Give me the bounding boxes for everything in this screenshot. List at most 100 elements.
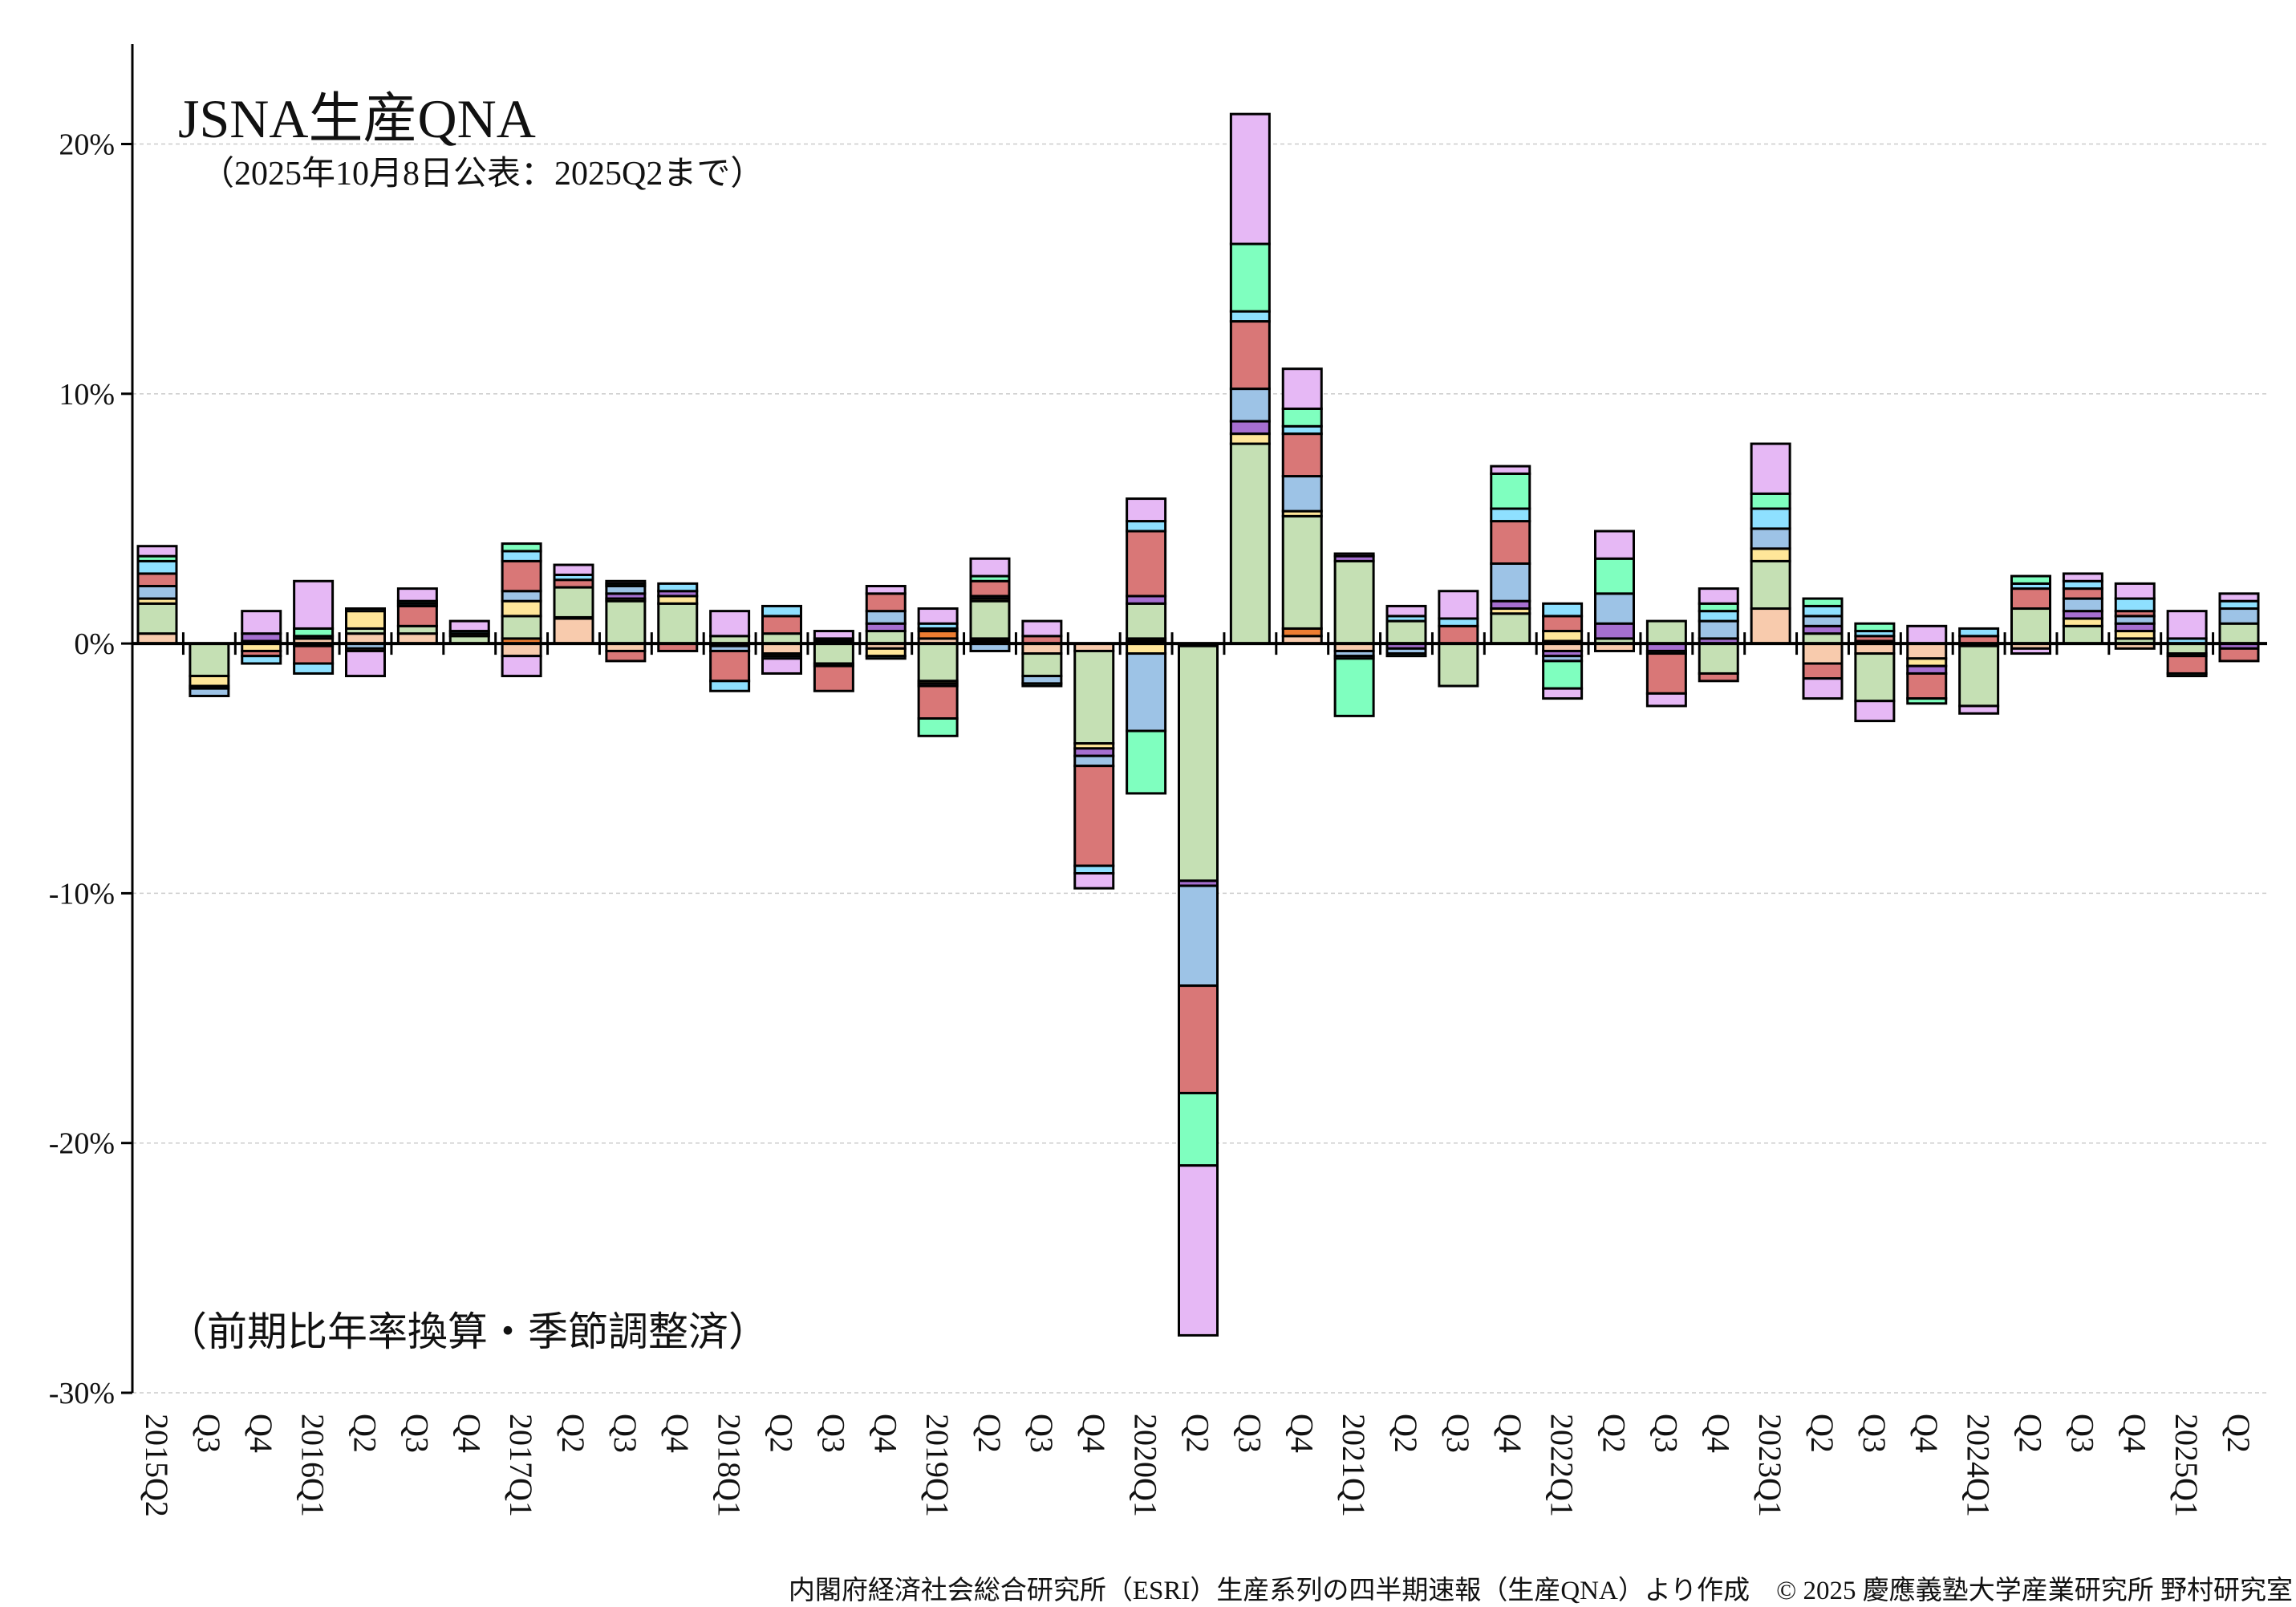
bar-segment bbox=[1698, 610, 1739, 623]
x-tick-label: Q2 bbox=[2221, 1414, 2257, 1453]
bar-segment bbox=[605, 649, 647, 663]
bars bbox=[136, 112, 2260, 1337]
bar-segment bbox=[1854, 622, 1896, 633]
x-tick-label: Q4 bbox=[1909, 1414, 1945, 1453]
bar-segment bbox=[501, 590, 542, 603]
bar-segment bbox=[1073, 754, 1115, 768]
bar-segment bbox=[1490, 465, 1531, 475]
bar-segment bbox=[345, 610, 386, 630]
bar-segment bbox=[293, 662, 335, 675]
bar-segment bbox=[345, 649, 386, 678]
bar-segment bbox=[501, 550, 542, 562]
bar-segment bbox=[1802, 662, 1844, 680]
bar-segment bbox=[1750, 492, 1791, 510]
x-tick-label: 2018Q1 bbox=[712, 1414, 748, 1517]
bar-segment bbox=[1385, 604, 1427, 618]
bar-segment bbox=[1229, 320, 1271, 391]
bar-segment bbox=[1906, 642, 1948, 660]
bar-segment bbox=[1178, 1091, 1219, 1167]
gridlines bbox=[132, 143, 2267, 1394]
bar-segment bbox=[1438, 642, 1479, 688]
bar-segment bbox=[813, 642, 854, 665]
bar-segment bbox=[1126, 520, 1167, 533]
bar-segment bbox=[396, 587, 438, 603]
bar-segment bbox=[1802, 597, 1844, 607]
bar-segment bbox=[1178, 884, 1219, 988]
bar-segment bbox=[136, 572, 178, 588]
x-tick-label: Q3 bbox=[2064, 1414, 2100, 1453]
axes bbox=[131, 44, 2267, 1393]
bar-segment bbox=[136, 545, 178, 558]
x-tick-label: 2021Q1 bbox=[1336, 1414, 1372, 1517]
bar-segment bbox=[865, 630, 907, 645]
bar-segment bbox=[1229, 432, 1271, 445]
bar-segment bbox=[136, 602, 178, 635]
bar-segment bbox=[1490, 520, 1531, 565]
bar-segment bbox=[1750, 547, 1791, 562]
bar-segment bbox=[1802, 677, 1844, 700]
x-axis-ticks: 2015Q2 Q3 Q4 2016Q1 Q2 Q3 Q4 2017Q1 Q2 Q3 Q4 2018Q1… bbox=[139, 1414, 2257, 1517]
x-tick-label: 2015Q2 bbox=[139, 1414, 175, 1517]
y-tick-label: -10% bbox=[49, 877, 115, 911]
x-tick-label: Q2 bbox=[1180, 1414, 1216, 1453]
bar-segment bbox=[1281, 514, 1323, 630]
bar-segment bbox=[605, 599, 647, 645]
bar-segment bbox=[2218, 592, 2260, 603]
chart-note: （前期比年率換算・季節調整済） bbox=[167, 1309, 769, 1354]
bar-segment bbox=[189, 687, 230, 697]
bar-segment bbox=[241, 610, 282, 635]
x-tick-label: Q4 bbox=[243, 1414, 279, 1453]
bar-segment bbox=[501, 542, 542, 553]
bar-segment bbox=[241, 655, 282, 665]
bar-segment bbox=[761, 615, 802, 635]
bar-segment bbox=[605, 579, 647, 585]
bar-segment bbox=[1073, 649, 1115, 745]
bar-segment bbox=[396, 604, 438, 627]
bar-segment bbox=[553, 617, 594, 645]
y-axis-ticks: -30% -20% -10% 0% 10% 20% bbox=[49, 128, 132, 1410]
bar-segment bbox=[709, 649, 751, 683]
bar-segment bbox=[2166, 655, 2208, 675]
x-tick-label: Q4 bbox=[2116, 1414, 2152, 1453]
bar-segment bbox=[1229, 112, 1271, 246]
bar-segment bbox=[2218, 622, 2260, 645]
x-tick-label: Q3 bbox=[607, 1414, 643, 1453]
bar-segment bbox=[1073, 765, 1115, 867]
x-tick-label: 2023Q1 bbox=[1752, 1414, 1788, 1517]
bar-segment bbox=[1698, 642, 1739, 675]
bar-segment bbox=[813, 630, 854, 640]
bar-segment bbox=[2114, 582, 2156, 600]
bar-segment bbox=[1281, 432, 1323, 478]
bar-segment bbox=[1490, 472, 1531, 510]
bar-segment bbox=[1542, 659, 1584, 690]
bar-segment bbox=[1126, 729, 1167, 795]
bar-segment bbox=[1645, 619, 1687, 645]
bar-segment bbox=[1333, 552, 1375, 558]
bar-segment bbox=[761, 604, 802, 618]
x-tick-label: Q4 bbox=[451, 1414, 487, 1453]
x-tick-label: 2022Q1 bbox=[1544, 1414, 1580, 1517]
x-tick-label: Q3 bbox=[815, 1414, 851, 1453]
bar-segment bbox=[2062, 624, 2103, 645]
bar-segment bbox=[1906, 672, 1948, 700]
x-tick-label: Q4 bbox=[1492, 1414, 1528, 1453]
bar-segment bbox=[1385, 652, 1427, 658]
bar-segment bbox=[1802, 642, 1844, 665]
bar-segment bbox=[709, 610, 751, 638]
bar-segment bbox=[761, 657, 802, 675]
bar-segment bbox=[293, 644, 335, 665]
y-tick-label: -20% bbox=[49, 1127, 115, 1161]
bar-segment bbox=[1698, 587, 1739, 605]
bar-segment bbox=[657, 582, 699, 593]
bar-segment bbox=[969, 579, 1011, 598]
bar-segment bbox=[501, 642, 542, 658]
bar-segment bbox=[917, 684, 959, 720]
bar-segment bbox=[2218, 647, 2260, 663]
bar-segment bbox=[1542, 630, 1584, 643]
bar-segment bbox=[917, 607, 959, 625]
bar-segment bbox=[136, 585, 178, 600]
bar-segment bbox=[1490, 562, 1531, 603]
x-tick-label: Q3 bbox=[1024, 1414, 1060, 1453]
bar-segment bbox=[1645, 692, 1687, 708]
bar-segment bbox=[1333, 657, 1375, 717]
